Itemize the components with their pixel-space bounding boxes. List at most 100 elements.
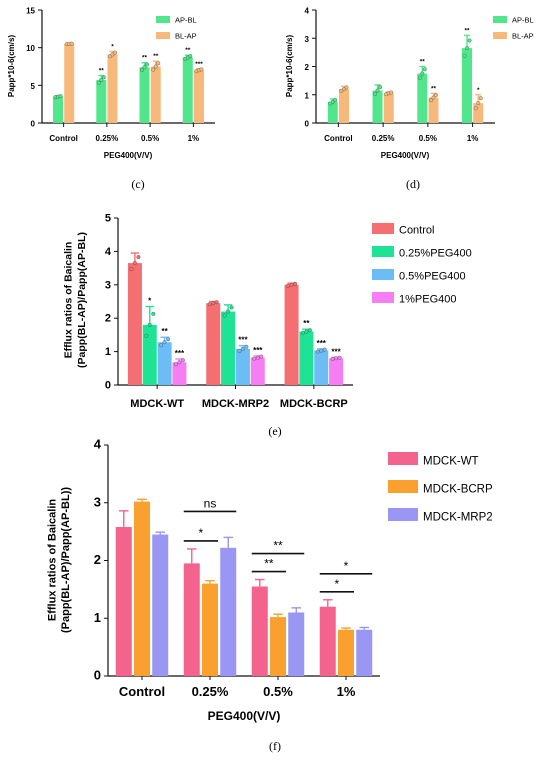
bar-MDCK-WT — [251, 586, 268, 676]
bar-0.25%PEG400 — [142, 324, 157, 385]
data-point — [136, 255, 141, 260]
data-point — [180, 358, 185, 363]
legend-label: BL-AP — [175, 32, 197, 41]
data-point — [199, 67, 204, 72]
data-point — [473, 106, 478, 111]
y-axis-label: Efflux ratios of Baicalin(Papp(BL-AP)/Pa… — [63, 232, 88, 368]
bar-MDCK-WT — [183, 563, 200, 676]
bar-1%PEG400 — [172, 362, 187, 385]
y-tick-label: 1 — [305, 91, 310, 100]
significance-label: *** — [195, 61, 203, 68]
bar-0.5%PEG400 — [157, 342, 172, 385]
bar-Control — [284, 284, 299, 385]
bar-BL-AP — [383, 93, 394, 123]
x-tick-label: 0.5% — [141, 134, 159, 143]
data-point — [58, 94, 63, 99]
data-point — [417, 75, 422, 80]
legend-swatch — [156, 32, 170, 39]
bar-MDCK-WT — [319, 606, 336, 676]
data-point — [462, 53, 467, 58]
bar-BL-AP — [193, 70, 204, 123]
data-point — [333, 98, 338, 103]
data-point — [162, 340, 167, 345]
bar-MDCK-MRP2 — [152, 534, 169, 676]
data-point — [389, 90, 394, 95]
bar-MDCK-MRP2 — [356, 629, 373, 676]
significance-label: ** — [303, 319, 310, 328]
data-point — [101, 75, 106, 80]
data-point — [177, 360, 182, 365]
legend-label: AP-BL — [175, 16, 197, 25]
legend-swatch — [388, 452, 418, 465]
y-tick-label: 0 — [105, 380, 111, 392]
y-axis-label: Efflux ratios of Baicalin(Papp(BL-AP)/Pa… — [46, 487, 72, 633]
legend-swatch — [372, 246, 394, 257]
bar-MDCK-MRP2 — [288, 612, 305, 676]
significance-label: *** — [175, 349, 185, 358]
data-point — [378, 85, 382, 90]
y-tick-label: 2 — [105, 313, 111, 325]
legend-label: MDCK-BCRP — [423, 484, 493, 496]
y-tick-label: 4 — [105, 246, 112, 258]
data-point — [173, 362, 178, 367]
y-tick-label: 1 — [94, 610, 101, 625]
bar-MDCK-WT — [115, 527, 132, 676]
bar-BL-AP — [64, 43, 75, 123]
panel-f-caption: (f) — [269, 739, 281, 753]
legend-swatch — [372, 269, 394, 280]
x-tick-label: 1% — [337, 684, 356, 699]
significance-label: ** — [420, 59, 425, 66]
y-tick-label: 0 — [31, 120, 36, 129]
x-axis-label: PEG400(V/V) — [208, 709, 281, 723]
bar-BL-AP — [428, 97, 439, 123]
bar-MDCK-BCRP — [338, 629, 354, 676]
y-tick-label: 4 — [305, 7, 310, 16]
y-tick-label: 2 — [94, 552, 101, 567]
significance-label: * — [111, 43, 114, 50]
x-tick-label: Control — [49, 134, 77, 143]
x-tick-label: 0.5% — [263, 684, 293, 699]
significance-label: ns — [204, 496, 217, 510]
significance-label: *** — [317, 339, 327, 348]
data-point — [237, 348, 242, 353]
significance-label: * — [199, 526, 204, 540]
data-point — [69, 41, 74, 46]
significance-label: * — [148, 297, 152, 306]
significance-label: *** — [331, 347, 341, 356]
panel-e: 012345MDCK-WT******MDCK-MRP2******MDCK-B… — [63, 213, 472, 439]
data-point — [375, 88, 380, 93]
legend-swatch — [388, 508, 418, 521]
panel-e-caption: (e) — [268, 424, 281, 438]
y-tick-label: 2 — [305, 63, 310, 72]
significance-label: * — [344, 559, 349, 573]
y-tick-label: 3 — [105, 279, 111, 291]
data-point — [153, 64, 158, 69]
bar-Control — [206, 303, 221, 385]
significance-label: ** — [264, 557, 274, 571]
data-point — [255, 355, 260, 360]
x-tick-label: 0.25% — [192, 684, 229, 699]
legend-swatch — [372, 223, 394, 234]
data-point — [315, 349, 320, 354]
data-point — [293, 281, 298, 286]
data-point — [151, 311, 156, 316]
data-point — [286, 283, 291, 288]
y-tick-label: 5 — [105, 213, 111, 225]
data-point — [156, 61, 161, 66]
data-point — [145, 62, 149, 67]
legend-swatch — [156, 16, 170, 23]
significance-label: ** — [465, 27, 470, 34]
data-point — [214, 300, 219, 305]
significance-label: * — [335, 577, 340, 591]
bar-BL-AP — [107, 54, 118, 123]
bar-1%PEG400 — [329, 358, 344, 385]
data-point — [211, 301, 216, 306]
data-point — [289, 282, 294, 287]
data-point — [344, 85, 349, 90]
bar-BL-AP — [338, 89, 349, 123]
x-tick-label: 0.25% — [372, 134, 395, 143]
